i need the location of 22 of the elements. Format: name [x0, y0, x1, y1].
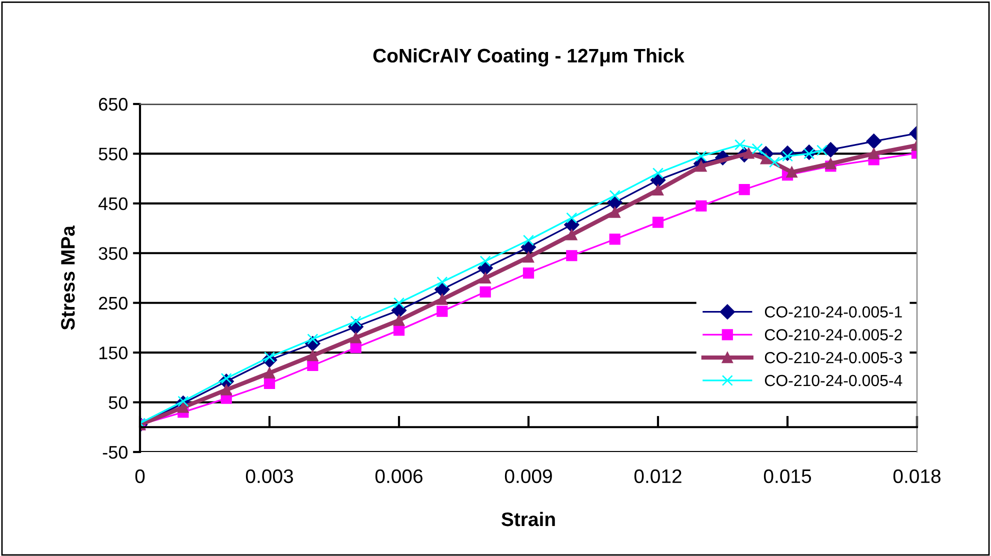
y-tick-label: 50 [108, 396, 128, 410]
y-tick-label: 450 [98, 197, 128, 210]
legend-label: CO-210-24-0.005-4 [764, 374, 902, 386]
y-tick-label: 250 [98, 296, 128, 310]
x-tick-label: 0.009 [504, 469, 552, 484]
y-tick-label: 650 [98, 98, 128, 111]
x-tick-label: 0.018 [893, 469, 940, 484]
x-axis-title: Strain [502, 512, 555, 526]
x-tick-label: 0 [135, 469, 145, 484]
chart-title: CoNiCrAlY Coating - 127μm Thick [373, 48, 684, 66]
y-tick-label: -50 [102, 446, 128, 459]
legend-label: CO-210-24-0.005-1 [764, 306, 902, 318]
x-tick-label: 0.012 [634, 469, 682, 484]
x-tick-label: 0.003 [246, 469, 293, 484]
x-tick-label: 0.015 [764, 469, 812, 484]
y-tick-label: 550 [98, 148, 128, 160]
x-tick-label: 0.006 [375, 469, 422, 484]
y-axis-title: Stress MPa [61, 225, 75, 330]
legend-label: CO-210-24-0.005-3 [764, 352, 902, 364]
y-tick-label: 150 [99, 346, 128, 360]
legend-label: CO-210-24-0.005-2 [764, 329, 902, 340]
y-tick-label: 350 [98, 247, 128, 260]
